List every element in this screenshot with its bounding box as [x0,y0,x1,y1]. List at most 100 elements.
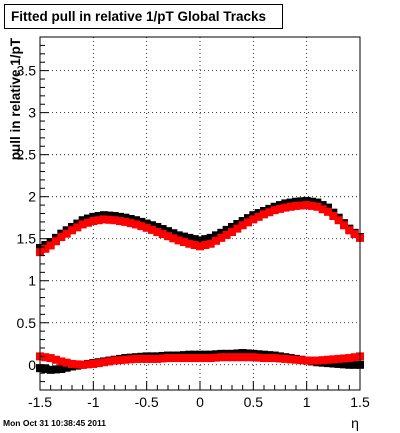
series-3-point [169,354,178,363]
series-3-point [292,355,300,364]
series-0-point [308,197,316,206]
series-3-point [190,354,199,363]
series-3-point [350,353,359,362]
y-tick-label: 2.5 [17,147,37,163]
series-3-point [100,358,108,367]
series-1-point [190,241,199,250]
y-tick-label: 0.5 [17,315,37,331]
series-3-point [244,353,252,362]
series-1-point [94,216,103,225]
series-3-point [212,353,220,362]
series-0-point [244,214,252,223]
x-axis-label: η [351,415,359,431]
series-0-point [148,221,156,230]
series-1-point [89,217,98,226]
series-3-point [46,354,55,363]
y-tick-label: 1 [28,273,36,289]
series-1-point [233,224,242,233]
series-1-point [292,201,300,210]
series-1-point [57,233,66,242]
series-3-point [121,355,130,364]
series-0-point [100,211,108,220]
series-0-point [164,227,172,236]
series-1-point [313,202,322,211]
series-0-point [297,197,306,206]
series-3-point [281,354,290,363]
series-3-point [265,354,274,363]
x-tick-label: -1.5 [28,394,52,410]
series-0-point [116,212,124,221]
series-0-point [110,212,119,221]
series-3-point [153,354,162,363]
series-1-point [270,206,279,215]
series-3-point [174,354,183,363]
series-3-point [41,353,50,362]
series-3-point [89,359,98,368]
series-3-point [217,353,226,362]
series-3-point [73,360,82,369]
series-1-point [180,238,188,247]
x-tick-label: 1.5 [350,394,370,410]
series-1-point [308,201,316,210]
series-1-point [100,215,108,224]
series-3-point [126,355,135,364]
series-3-point [222,353,231,362]
y-tick-label: 3 [28,105,36,121]
series-1-point [164,232,172,241]
series-0-point [313,198,322,207]
series-1-point [84,218,92,227]
series-1-point [345,226,354,235]
series-2-point [41,364,50,373]
series-1-point [62,229,71,238]
series-0-point [212,231,220,240]
series-1-point [228,227,236,236]
series-0-point [281,199,290,208]
series-3-point [148,354,156,363]
series-2-point [57,364,66,373]
series-1-point [281,203,290,212]
series-0-point [238,217,247,226]
series-3-point [238,353,247,362]
series-3-point [94,359,103,368]
series-0-point [126,214,135,223]
series-1-point [302,201,311,210]
series-1-point [126,219,135,228]
series-1-point [249,215,258,224]
series-1-point [276,204,284,213]
series-0-point [196,236,204,245]
series-3-point [228,353,236,362]
series-1-point [105,215,114,224]
series-0-point [78,216,87,225]
series-0-point [292,197,300,206]
series-3-point [132,354,140,363]
series-2-point [52,365,60,374]
series-0-point [286,198,295,207]
series-0-point [318,201,327,210]
series-0-point [132,216,140,225]
series-1-point [116,217,124,226]
series-0-point [228,222,236,231]
series-1-point [158,230,167,239]
series-3-point [180,354,188,363]
y-tick-label: 2 [28,189,36,205]
series-1-point [254,212,263,221]
series-0-point [185,233,194,242]
series-3-point [164,354,172,363]
series-3-point [340,354,348,363]
series-0-point [222,225,231,234]
series-3-point [137,354,146,363]
y-tick-label: 1.5 [17,231,37,247]
series-0-point [217,228,226,237]
series-3-point [276,354,284,363]
timestamp: Mon Oct 31 10:38:45 2011 [3,418,107,428]
x-tick-label: -0.5 [135,394,159,410]
series-1-point [318,205,327,214]
series-3-point [185,354,194,363]
series-0-point [121,213,130,222]
series-0-point [169,229,178,238]
series-1-point [206,239,215,248]
y-axis-label: pull in relative 1/pT [8,37,23,160]
series-3-point [62,358,71,367]
series-1-point [153,227,162,236]
series-1-point [148,225,156,234]
